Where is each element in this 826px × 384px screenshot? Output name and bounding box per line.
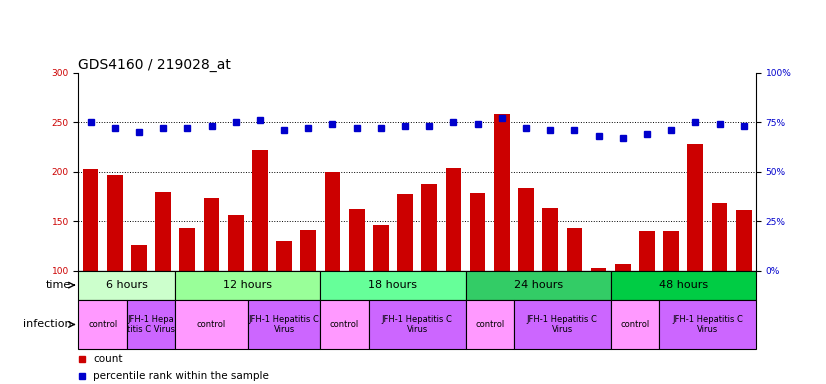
Text: JFH-1 Hepatitis C
Virus: JFH-1 Hepatitis C Virus [249, 315, 320, 334]
Bar [228, 215, 244, 271]
Bar [325, 172, 340, 271]
Bar [179, 228, 195, 271]
Text: time: time [46, 280, 71, 290]
Bar [320, 271, 466, 300]
Bar [349, 209, 364, 271]
Bar [320, 300, 368, 349]
Bar [470, 193, 486, 271]
Bar [687, 144, 703, 271]
Bar [591, 268, 606, 271]
Bar [131, 245, 147, 271]
Bar [248, 300, 320, 349]
Bar [78, 300, 127, 349]
Bar [373, 225, 389, 271]
Text: control: control [88, 320, 117, 329]
Bar [445, 168, 461, 271]
Text: control: control [475, 320, 505, 329]
Text: count: count [93, 354, 123, 364]
Bar [712, 204, 728, 271]
Text: 24 hours: 24 hours [514, 280, 563, 290]
Text: 18 hours: 18 hours [368, 280, 417, 290]
Bar [78, 271, 175, 300]
Bar [252, 150, 268, 271]
Text: JFH-1 Hepatitis C
Virus: JFH-1 Hepatitis C Virus [382, 315, 453, 334]
Bar [397, 194, 413, 271]
Bar [514, 300, 610, 349]
Bar [276, 241, 292, 271]
Text: control: control [197, 320, 226, 329]
Bar [567, 228, 582, 271]
Bar [83, 169, 98, 271]
Bar [175, 300, 248, 349]
Text: control: control [330, 320, 359, 329]
Bar [543, 209, 558, 271]
Bar [659, 300, 756, 349]
Bar [518, 188, 534, 271]
Text: infection: infection [22, 319, 71, 329]
Bar [663, 231, 679, 271]
Bar [204, 197, 220, 271]
Bar [494, 114, 510, 271]
Bar [466, 271, 610, 300]
Bar [466, 300, 514, 349]
Text: JFH-1 Hepatitis C
Virus: JFH-1 Hepatitis C Virus [672, 315, 743, 334]
Text: percentile rank within the sample: percentile rank within the sample [93, 371, 269, 381]
Bar [421, 184, 437, 271]
Bar [639, 231, 655, 271]
Bar [175, 271, 320, 300]
Bar [736, 210, 752, 271]
Text: GDS4160 / 219028_at: GDS4160 / 219028_at [78, 58, 231, 72]
Text: JFH-1 Hepa
titis C Virus: JFH-1 Hepa titis C Virus [127, 315, 175, 334]
Bar [127, 300, 175, 349]
Bar [368, 300, 466, 349]
Text: 48 hours: 48 hours [658, 280, 708, 290]
Bar [615, 264, 630, 271]
Text: control: control [620, 320, 649, 329]
Bar [107, 175, 122, 271]
Bar [610, 271, 756, 300]
Text: 12 hours: 12 hours [223, 280, 273, 290]
Bar [301, 230, 316, 271]
Bar [155, 192, 171, 271]
Text: 6 hours: 6 hours [106, 280, 148, 290]
Bar [610, 300, 659, 349]
Text: JFH-1 Hepatitis C
Virus: JFH-1 Hepatitis C Virus [527, 315, 598, 334]
